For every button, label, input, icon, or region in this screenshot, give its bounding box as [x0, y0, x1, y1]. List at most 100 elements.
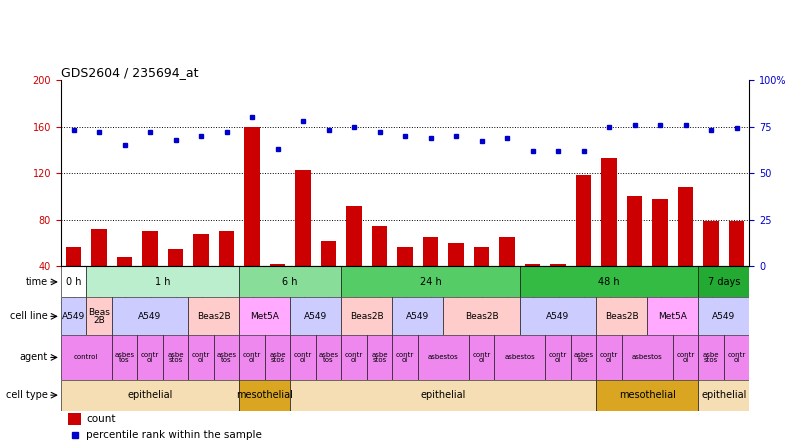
- Bar: [92, 229, 107, 266]
- Bar: [622, 335, 673, 380]
- Bar: [61, 380, 239, 411]
- Bar: [673, 335, 698, 380]
- Text: Met5A: Met5A: [659, 312, 687, 321]
- Bar: [545, 335, 571, 380]
- Text: mesothelial: mesothelial: [237, 390, 293, 400]
- Bar: [698, 335, 724, 380]
- Bar: [112, 335, 137, 380]
- Bar: [239, 297, 290, 335]
- Text: Beas2B: Beas2B: [197, 312, 231, 321]
- Bar: [443, 297, 520, 335]
- Text: epithelial: epithelial: [127, 390, 173, 400]
- Bar: [596, 335, 622, 380]
- Text: contr
ol: contr ol: [676, 352, 695, 363]
- Text: time: time: [26, 277, 48, 287]
- Bar: [520, 297, 596, 335]
- Text: 0 h: 0 h: [66, 277, 81, 287]
- Bar: [703, 221, 718, 266]
- Bar: [86, 266, 239, 297]
- Bar: [137, 335, 163, 380]
- Text: contr
ol: contr ol: [345, 352, 363, 363]
- Text: A549: A549: [547, 312, 569, 321]
- Text: cell line: cell line: [11, 311, 48, 321]
- Bar: [66, 246, 81, 266]
- Bar: [194, 234, 209, 266]
- Bar: [214, 335, 239, 380]
- Bar: [576, 175, 591, 266]
- Text: epithelial: epithelial: [701, 390, 747, 400]
- Bar: [392, 335, 418, 380]
- Text: 48 h: 48 h: [599, 277, 620, 287]
- Bar: [729, 221, 744, 266]
- Text: agent: agent: [19, 353, 48, 362]
- Text: Beas2B: Beas2B: [350, 312, 384, 321]
- Text: Beas2B: Beas2B: [605, 312, 638, 321]
- Bar: [290, 335, 316, 380]
- Text: asbestos: asbestos: [632, 354, 663, 361]
- Bar: [627, 196, 642, 266]
- Text: contr
ol: contr ol: [472, 352, 491, 363]
- Bar: [347, 206, 361, 266]
- Text: 6 h: 6 h: [283, 277, 298, 287]
- Text: percentile rank within the sample: percentile rank within the sample: [86, 430, 262, 440]
- Bar: [86, 297, 112, 335]
- Bar: [316, 335, 341, 380]
- Text: contr
ol: contr ol: [549, 352, 567, 363]
- Text: Met5A: Met5A: [250, 312, 279, 321]
- Bar: [724, 335, 749, 380]
- Text: 7 days: 7 days: [708, 277, 740, 287]
- Text: asbe
stos: asbe stos: [269, 352, 286, 363]
- Text: contr
ol: contr ol: [396, 352, 414, 363]
- Bar: [61, 266, 86, 297]
- Bar: [245, 127, 260, 266]
- Bar: [652, 199, 667, 266]
- Bar: [68, 413, 81, 424]
- Bar: [698, 380, 749, 411]
- Bar: [367, 335, 392, 380]
- Bar: [678, 187, 693, 266]
- Text: GDS2604 / 235694_at: GDS2604 / 235694_at: [61, 66, 198, 79]
- Bar: [341, 297, 392, 335]
- Text: contr
ol: contr ol: [294, 352, 312, 363]
- Text: asbe
stos: asbe stos: [371, 352, 388, 363]
- Text: asbes
tos: asbes tos: [318, 352, 339, 363]
- Bar: [296, 170, 311, 266]
- Bar: [596, 297, 647, 335]
- Bar: [372, 226, 387, 266]
- Text: asbe
stos: asbe stos: [703, 352, 719, 363]
- Text: contr
ol: contr ol: [141, 352, 159, 363]
- Bar: [601, 158, 616, 266]
- Bar: [398, 246, 412, 266]
- Bar: [188, 297, 239, 335]
- Bar: [520, 266, 698, 297]
- Text: asbes
tos: asbes tos: [573, 352, 594, 363]
- Text: count: count: [86, 414, 116, 424]
- Bar: [290, 380, 596, 411]
- Bar: [474, 246, 489, 266]
- Bar: [188, 335, 214, 380]
- Text: contr
ol: contr ol: [600, 352, 618, 363]
- Bar: [265, 335, 290, 380]
- Text: asbes
tos: asbes tos: [114, 352, 134, 363]
- Bar: [341, 335, 367, 380]
- Bar: [61, 297, 86, 335]
- Bar: [117, 257, 132, 266]
- Bar: [499, 237, 514, 266]
- Text: asbestos: asbestos: [428, 354, 458, 361]
- Bar: [112, 297, 188, 335]
- Bar: [290, 297, 341, 335]
- Text: A549: A549: [712, 312, 735, 321]
- Text: contr
ol: contr ol: [192, 352, 210, 363]
- Bar: [239, 380, 290, 411]
- Text: epithelial: epithelial: [420, 390, 466, 400]
- Bar: [698, 297, 749, 335]
- Bar: [163, 335, 188, 380]
- Bar: [418, 335, 469, 380]
- Bar: [494, 335, 545, 380]
- Bar: [698, 266, 749, 297]
- Bar: [423, 237, 438, 266]
- Text: A549: A549: [304, 312, 327, 321]
- Text: asbe
stos: asbe stos: [167, 352, 184, 363]
- Bar: [469, 335, 494, 380]
- Bar: [571, 335, 596, 380]
